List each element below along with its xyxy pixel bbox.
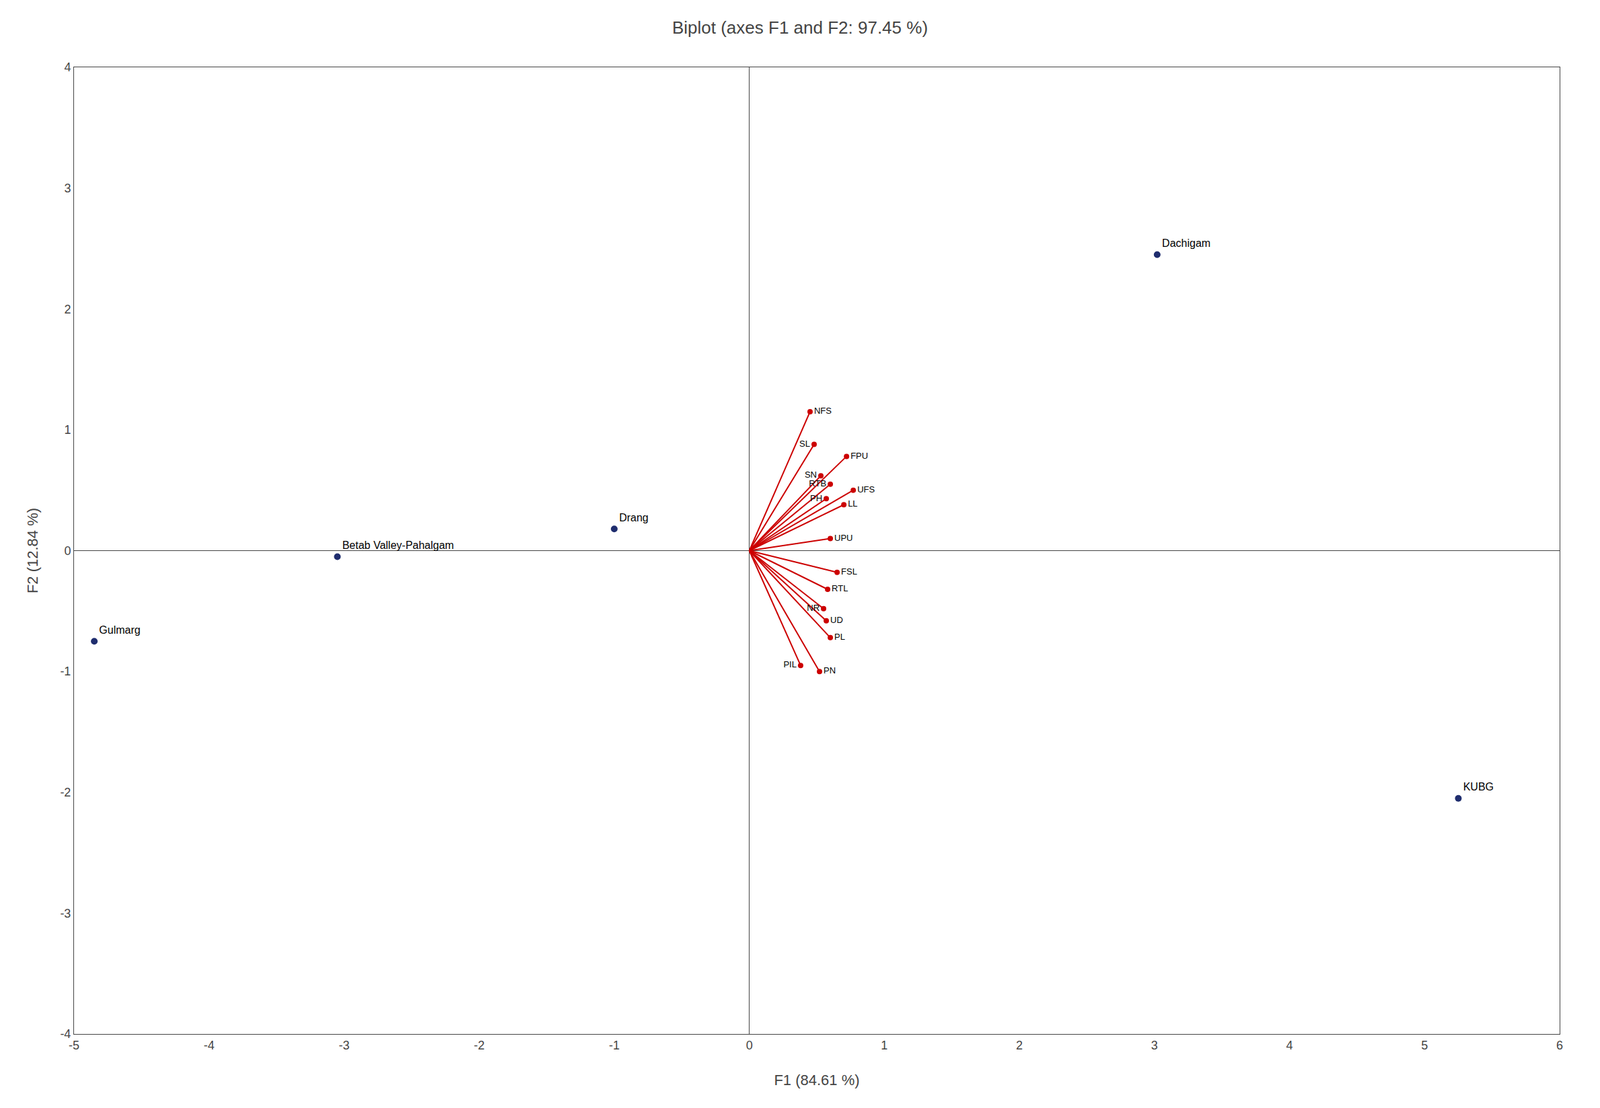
svg-text:2: 2 — [63, 302, 71, 317]
svg-text:PH: PH — [810, 493, 823, 504]
svg-text:4: 4 — [63, 60, 71, 75]
svg-text:Dachigam: Dachigam — [1161, 237, 1211, 249]
svg-text:2: 2 — [1015, 1038, 1023, 1053]
svg-text:F2 (12.84 %): F2 (12.84 %) — [24, 507, 42, 594]
svg-text:0: 0 — [63, 544, 71, 558]
svg-text:PIL: PIL — [783, 659, 797, 670]
svg-text:NR: NR — [806, 602, 820, 613]
svg-text:NFS: NFS — [814, 405, 832, 416]
svg-text:FPU: FPU — [850, 450, 868, 461]
svg-text:RTB: RTB — [808, 478, 827, 489]
svg-text:SL: SL — [799, 438, 811, 449]
svg-text:UD: UD — [830, 614, 844, 626]
svg-text:LL: LL — [847, 498, 858, 509]
svg-text:6: 6 — [1556, 1038, 1563, 1053]
svg-text:RTL: RTL — [831, 583, 848, 594]
svg-text:4: 4 — [1286, 1038, 1294, 1053]
svg-text:-1: -1 — [608, 1038, 620, 1053]
svg-text:0: 0 — [746, 1038, 753, 1053]
svg-text:-4: -4 — [59, 1027, 71, 1041]
svg-text:Betab Valley-Pahalgam: Betab Valley-Pahalgam — [342, 539, 455, 552]
svg-text:Drang: Drang — [619, 512, 649, 524]
svg-text:SN: SN — [804, 469, 817, 480]
svg-text:3: 3 — [63, 181, 71, 196]
svg-text:-2: -2 — [59, 785, 71, 800]
svg-text:-3: -3 — [338, 1038, 350, 1053]
svg-text:F1 (84.61 %): F1 (84.61 %) — [773, 1071, 860, 1089]
svg-text:Gulmarg: Gulmarg — [98, 624, 140, 636]
svg-text:1: 1 — [63, 423, 71, 437]
svg-text:UPU: UPU — [834, 532, 853, 543]
svg-text:-1: -1 — [59, 664, 71, 679]
svg-text:KUBG: KUBG — [1463, 781, 1494, 793]
svg-text:-5: -5 — [68, 1038, 80, 1053]
svg-text:5: 5 — [1421, 1038, 1428, 1053]
svg-text:3: 3 — [1151, 1038, 1158, 1053]
svg-text:UFS: UFS — [857, 484, 875, 495]
svg-text:PN: PN — [823, 665, 836, 676]
svg-text:PL: PL — [834, 631, 846, 642]
svg-text:-4: -4 — [203, 1038, 215, 1053]
svg-text:-3: -3 — [59, 906, 71, 921]
svg-text:1: 1 — [880, 1038, 888, 1053]
svg-text:FSL: FSL — [841, 566, 858, 577]
svg-text:Biplot (axes F1 and F2: 97.45: Biplot (axes F1 and F2: 97.45 %) — [672, 17, 928, 38]
svg-text:-2: -2 — [473, 1038, 485, 1053]
